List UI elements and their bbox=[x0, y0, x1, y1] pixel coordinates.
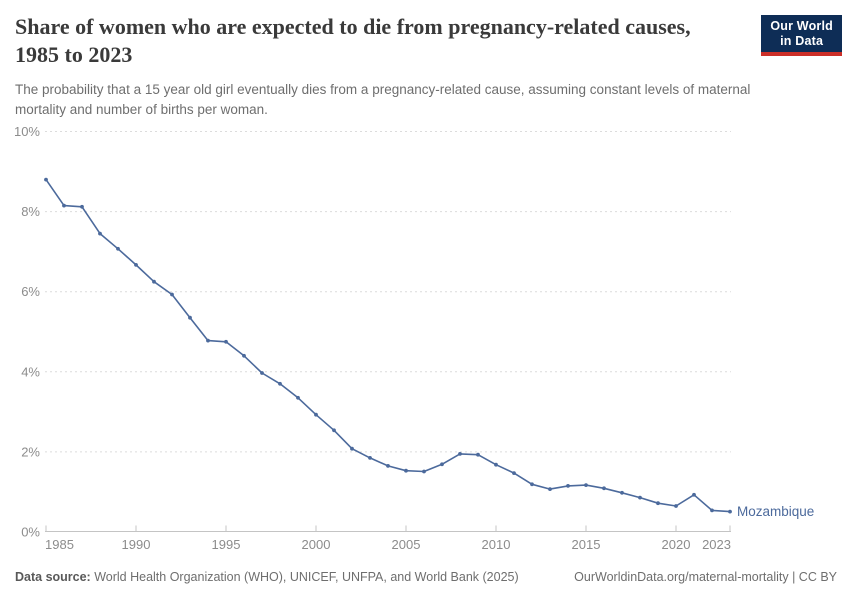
data-point[interactable] bbox=[278, 381, 282, 386]
x-axis-tick-label: 2000 bbox=[302, 537, 331, 552]
data-point[interactable] bbox=[296, 395, 300, 400]
x-axis-tick-label: 2010 bbox=[482, 537, 511, 552]
data-point[interactable] bbox=[44, 177, 48, 182]
data-source-label: Data source: bbox=[15, 570, 91, 584]
y-axis-tick-label: 0% bbox=[21, 525, 40, 540]
owid-url-license[interactable]: OurWorldinData.org/maternal-mortality | … bbox=[574, 570, 837, 584]
data-point[interactable] bbox=[224, 339, 228, 344]
data-point[interactable] bbox=[620, 490, 624, 495]
data-point[interactable] bbox=[206, 338, 210, 343]
x-axis-tick-label: 2005 bbox=[392, 537, 421, 552]
data-point[interactable] bbox=[728, 509, 732, 514]
data-point[interactable] bbox=[710, 508, 714, 513]
y-axis-tick-label: 6% bbox=[21, 284, 40, 299]
series-label-mozambique[interactable]: Mozambique bbox=[737, 504, 814, 519]
data-point[interactable] bbox=[260, 371, 264, 375]
data-point[interactable] bbox=[476, 452, 480, 457]
data-source-text: World Health Organization (WHO), UNICEF,… bbox=[90, 570, 519, 584]
data-point[interactable] bbox=[512, 471, 516, 475]
data-point[interactable] bbox=[602, 486, 606, 491]
x-axis-tick-label: 2023 bbox=[702, 537, 731, 552]
data-point[interactable] bbox=[440, 462, 444, 467]
data-point[interactable] bbox=[62, 203, 66, 208]
data-point[interactable] bbox=[692, 492, 696, 497]
data-point[interactable] bbox=[332, 428, 336, 433]
x-axis-tick-label: 1990 bbox=[122, 537, 151, 552]
data-source-note: Data source: World Health Organization (… bbox=[15, 570, 519, 584]
data-point[interactable] bbox=[584, 483, 588, 487]
data-point[interactable] bbox=[116, 246, 120, 251]
data-point[interactable] bbox=[548, 487, 552, 491]
data-point[interactable] bbox=[350, 446, 354, 451]
x-axis-tick-label: 2020 bbox=[662, 537, 691, 552]
y-axis-tick-label: 10% bbox=[14, 124, 40, 139]
data-point[interactable] bbox=[80, 204, 84, 209]
data-point[interactable] bbox=[188, 315, 192, 320]
data-point[interactable] bbox=[656, 501, 660, 506]
y-axis-tick-label: 8% bbox=[21, 204, 40, 219]
data-point[interactable] bbox=[422, 469, 426, 474]
data-point[interactable] bbox=[458, 452, 462, 456]
x-axis-tick-label: 2015 bbox=[572, 537, 601, 552]
y-axis-tick-label: 2% bbox=[21, 444, 40, 459]
data-point[interactable] bbox=[638, 495, 642, 500]
x-axis-tick-label: 1985 bbox=[45, 537, 74, 552]
owid-logo[interactable]: Our World in Data bbox=[761, 15, 842, 56]
data-point[interactable] bbox=[170, 292, 174, 297]
data-point[interactable] bbox=[386, 464, 390, 468]
data-point[interactable] bbox=[98, 231, 102, 236]
data-point[interactable] bbox=[530, 482, 534, 487]
chart-title: Share of women who are expected to die f… bbox=[15, 14, 691, 67]
owid-logo-line1: Our World bbox=[770, 19, 833, 33]
y-axis-tick-label: 4% bbox=[21, 364, 40, 379]
chart-header: Share of women who are expected to die f… bbox=[15, 13, 842, 69]
data-line-mozambique[interactable] bbox=[45, 178, 731, 513]
data-point[interactable] bbox=[674, 504, 678, 508]
chart-subtitle: The probability that a 15 year old girl … bbox=[15, 82, 751, 117]
chart-footer: Data source: World Health Organization (… bbox=[15, 570, 837, 584]
owid-logo-line2: in Data bbox=[780, 34, 824, 48]
data-point[interactable] bbox=[566, 484, 570, 488]
data-point[interactable] bbox=[152, 279, 156, 284]
x-axis-tick-label: 1995 bbox=[212, 537, 241, 552]
data-point[interactable] bbox=[314, 412, 318, 417]
data-point[interactable] bbox=[242, 353, 246, 358]
data-point[interactable] bbox=[368, 456, 372, 460]
data-point[interactable] bbox=[134, 263, 138, 267]
data-point[interactable] bbox=[494, 462, 498, 467]
data-point[interactable] bbox=[404, 468, 408, 473]
